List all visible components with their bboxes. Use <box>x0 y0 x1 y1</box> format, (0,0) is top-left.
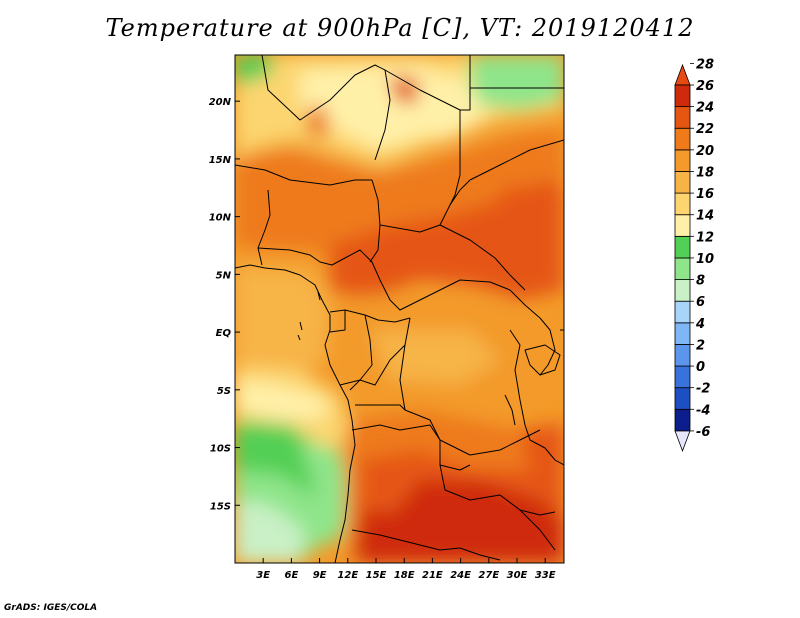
colorbar-label: 0 <box>696 360 705 375</box>
colorbar-label: 28 <box>696 57 714 72</box>
lon-tick-label: 9E <box>313 570 327 581</box>
lon-tick-label: 18E <box>394 570 415 581</box>
lat-tick-label: 20N <box>209 97 232 108</box>
lat-tick-label: 15N <box>209 155 232 166</box>
colorbar-label: 10 <box>696 252 714 267</box>
lat-tick-label: 10N <box>209 213 232 224</box>
lon-tick-label: 6E <box>285 570 299 581</box>
colorbar-swatch <box>674 365 691 389</box>
grads-credit: GrADS: IGES/COLA <box>4 603 98 613</box>
latitude-axis: 20N 15N 10N 5N EQ 5S 10S 15S <box>209 97 240 512</box>
lat-tick-label: 5S <box>217 386 231 397</box>
longitude-axis: 3E 6E 9E 12E 15E 18E 21E 24E 27E 30E 33E <box>256 558 556 581</box>
lon-tick-label: 24E <box>450 570 471 581</box>
colorbar-swatch <box>674 300 691 324</box>
colorbar-label: 4 <box>695 317 705 332</box>
colorbar-label: 20 <box>696 144 714 159</box>
colorbar-label: 8 <box>696 274 705 289</box>
lon-tick-label: 33E <box>535 570 556 581</box>
colorbar-label: -4 <box>696 403 710 418</box>
colorbar-swatch <box>674 171 691 194</box>
colorbar-label: 26 <box>696 79 714 94</box>
lat-tick-label: EQ <box>216 328 232 339</box>
lon-tick-label: 15E <box>366 570 387 581</box>
colorbar-swatch <box>674 279 691 302</box>
colorbar-underflow-arrow <box>674 430 691 453</box>
lat-tick-label: 10S <box>210 444 231 455</box>
colorbar-swatch <box>674 192 691 216</box>
lon-tick-label: 21E <box>422 570 443 581</box>
colorbar-swatch <box>674 127 691 151</box>
colorbar-swatch <box>674 214 691 237</box>
colorbar-label: 22 <box>696 122 714 137</box>
lat-tick-label: 15S <box>210 501 231 512</box>
colorbar-swatch <box>674 408 691 432</box>
colorbar-label: 24 <box>696 101 714 116</box>
lon-tick-label: 30E <box>507 570 528 581</box>
colorbar-label: 16 <box>696 187 714 202</box>
lon-tick-label: 27E <box>478 570 499 581</box>
colorbar-overflow-arrow <box>674 63 691 86</box>
colorbar-swatch <box>674 344 691 367</box>
colorbar-swatch <box>674 257 691 280</box>
colorbar-swatch <box>674 235 691 259</box>
colorbar-label: 2 <box>696 338 705 353</box>
colorbar-swatch <box>674 149 691 172</box>
colorbar-swatch <box>674 106 691 129</box>
colorbar-label: 6 <box>696 295 705 310</box>
lon-tick-label: 3E <box>256 570 270 581</box>
colorbar-label: 14 <box>696 209 714 224</box>
map-frame <box>234 54 565 564</box>
colorbar-swatch <box>674 322 691 345</box>
colorbar-label: 12 <box>696 230 714 245</box>
colorbar-swatch <box>674 84 691 108</box>
lon-tick-label: 12E <box>337 570 358 581</box>
colorbar-label: -6 <box>696 425 710 440</box>
lat-tick-label: 5N <box>216 270 232 281</box>
chart-title: Temperature at 900hPa [C], VT: 201912041… <box>105 14 695 42</box>
colorbar-label: 18 <box>696 165 714 180</box>
colorbar-swatch <box>674 387 691 410</box>
country-boundaries <box>235 55 564 563</box>
colorbar-label: -2 <box>696 382 710 397</box>
